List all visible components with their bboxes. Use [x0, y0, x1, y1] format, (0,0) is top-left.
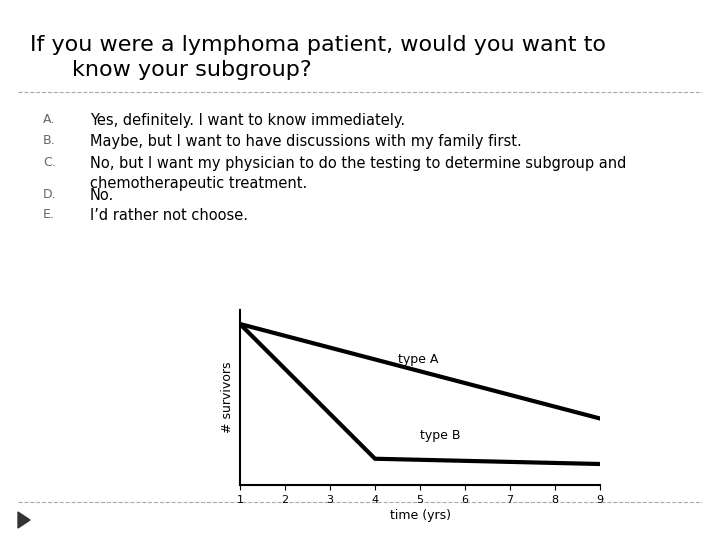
Text: A.: A.	[43, 113, 55, 126]
Text: If you were a lymphoma patient, would you want to: If you were a lymphoma patient, would yo…	[30, 35, 606, 55]
Polygon shape	[18, 512, 30, 528]
Text: Yes, definitely. I want to know immediately.: Yes, definitely. I want to know immediat…	[90, 113, 405, 128]
X-axis label: time (yrs): time (yrs)	[390, 509, 451, 522]
Text: D.: D.	[43, 188, 57, 201]
Y-axis label: # survivors: # survivors	[222, 362, 235, 433]
Text: No, but I want my physician to do the testing to determine subgroup and
chemothe: No, but I want my physician to do the te…	[90, 156, 626, 191]
Text: Maybe, but I want to have discussions with my family first.: Maybe, but I want to have discussions wi…	[90, 134, 522, 149]
Text: I’d rather not choose.: I’d rather not choose.	[90, 208, 248, 223]
Text: No.: No.	[90, 188, 114, 203]
Text: C.: C.	[43, 156, 55, 169]
Text: know your subgroup?: know your subgroup?	[72, 60, 312, 80]
Text: B.: B.	[43, 134, 55, 147]
Text: type B: type B	[420, 429, 461, 442]
Text: type A: type A	[397, 353, 438, 366]
Text: E.: E.	[43, 208, 55, 221]
